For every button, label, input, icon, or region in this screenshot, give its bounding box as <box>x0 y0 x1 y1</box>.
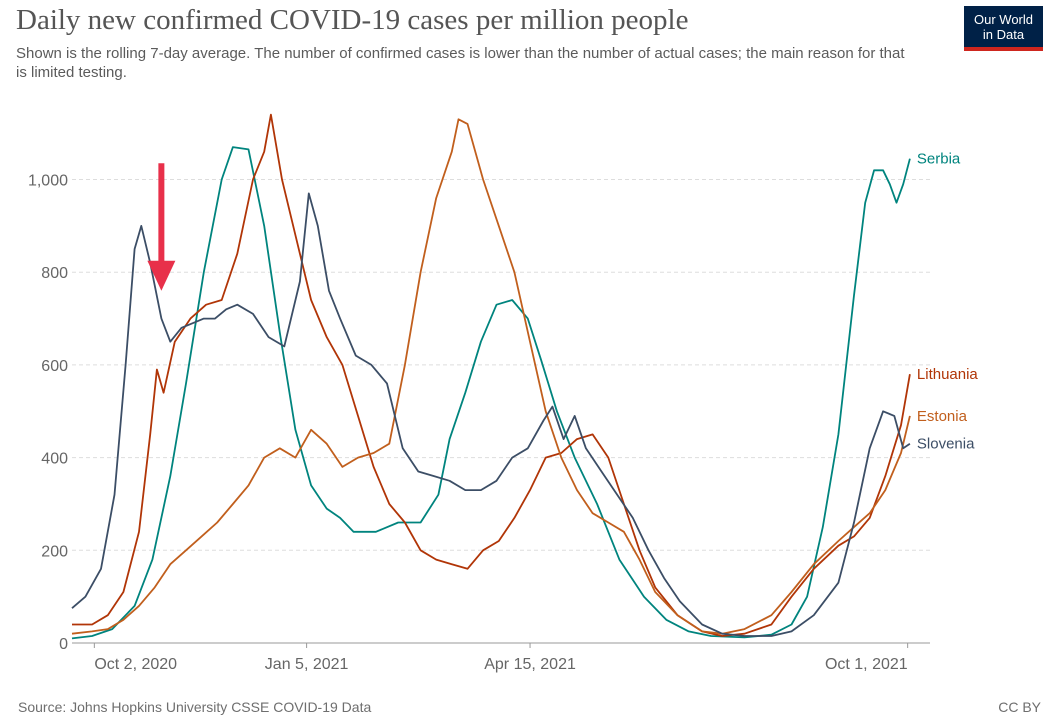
series-labels: Serbia Lithuania Estonia Slovenia <box>917 151 979 453</box>
series-line-serbia <box>71 146 911 640</box>
gridlines <box>72 179 930 644</box>
owid-logo[interactable]: Our World in Data <box>964 6 1043 51</box>
logo-line-1: Our World <box>974 12 1033 27</box>
series-line-estonia <box>71 118 911 635</box>
y-tick-label: 0 <box>59 636 68 653</box>
logo-line-2: in Data <box>982 27 1025 42</box>
series-line-lithuania <box>72 113 911 637</box>
series-line-slovenia <box>71 192 911 637</box>
y-tick-label: 400 <box>41 451 68 468</box>
x-axis: Oct 2, 2020 Jan 5, 2021 Apr 15, 2021 Oct 1,… <box>93 643 909 673</box>
x-tick-label: Apr 15, 2021 <box>484 656 576 673</box>
annotation-arrow <box>147 163 176 291</box>
x-tick-label: Oct 2, 2020 <box>94 656 177 673</box>
series-label-slovenia: Slovenia <box>917 436 975 453</box>
y-tick-label: 200 <box>41 543 68 560</box>
y-tick-label: 600 <box>41 358 68 375</box>
x-tick-label: Jan 5, 2021 <box>265 656 349 673</box>
chart-subtitle: Shown is the rolling 7-day average. The … <box>16 45 905 81</box>
y-axis: 0 200 400 600 800 1,000 <box>28 173 68 653</box>
chart-title: Daily new confirmed COVID-19 cases per m… <box>16 4 689 36</box>
y-tick-label: 1,000 <box>28 173 68 190</box>
line-chart: 0 200 400 600 800 1,000 Oct 2, 2020 Jan 5, 202… <box>28 113 979 673</box>
x-tick-label: Oct 1, 2021 <box>825 656 908 673</box>
arrow-head <box>147 260 176 291</box>
source-note: Source: Johns Hopkins University CSSE CO… <box>18 699 372 715</box>
y-tick-label: 800 <box>41 265 68 282</box>
license-link[interactable]: CC BY <box>998 699 1041 715</box>
series-label-serbia: Serbia <box>917 151 961 168</box>
series-lines <box>71 113 911 640</box>
series-label-estonia: Estonia <box>917 408 968 425</box>
series-label-lithuania: Lithuania <box>917 366 979 383</box>
